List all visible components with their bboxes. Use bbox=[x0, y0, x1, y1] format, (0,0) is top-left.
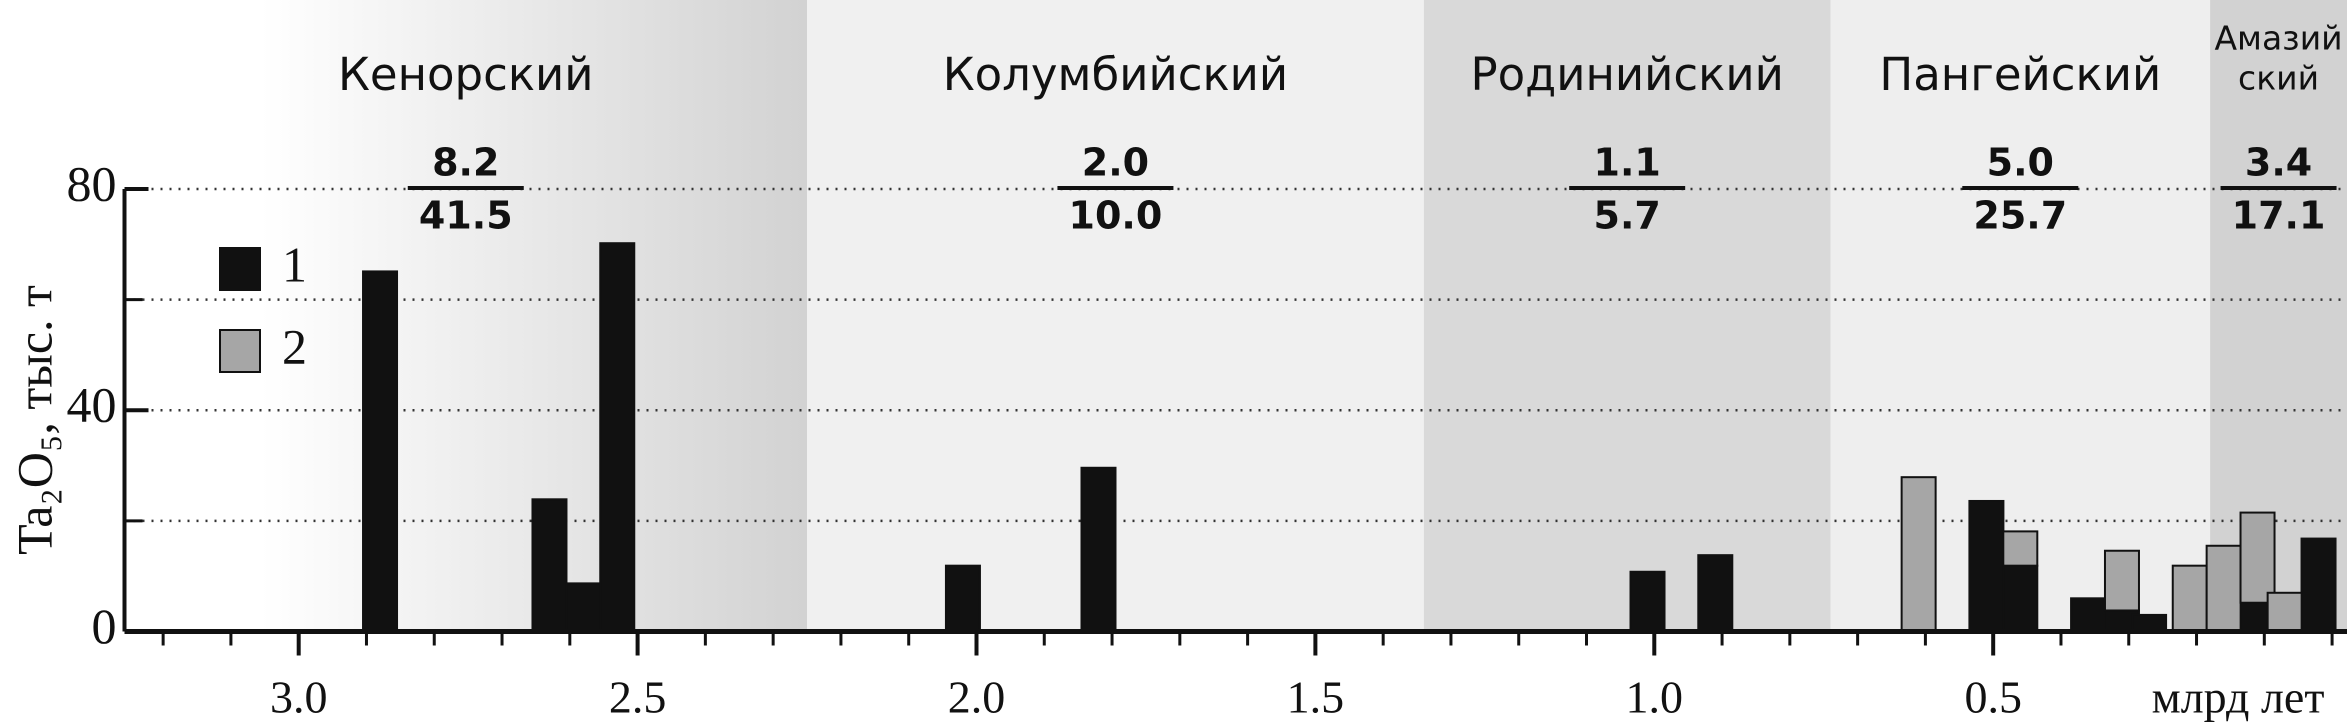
bar bbox=[2002, 564, 2039, 633]
y-axis-label: Ta₂O₅, тыс. т bbox=[6, 285, 62, 555]
bar bbox=[565, 582, 602, 633]
y-tick-label: 80 bbox=[67, 155, 117, 211]
x-tick-label: 1.5 bbox=[1287, 672, 1345, 723]
bar bbox=[2239, 511, 2276, 604]
bar bbox=[1697, 554, 1734, 633]
axes: 0 40 80 3.0 2.5 2.0 1.5 1.0 0.5 bbox=[67, 155, 2347, 723]
x-tick-label: 2.5 bbox=[609, 672, 667, 723]
period-denominator: 10.0 bbox=[1069, 194, 1163, 238]
bars bbox=[362, 242, 2337, 633]
period-numerator: 5.0 bbox=[1987, 141, 2054, 185]
period-numerator: 3.4 bbox=[2245, 141, 2312, 185]
bar bbox=[1080, 466, 1117, 633]
period-name: Пангейский bbox=[1879, 48, 2161, 101]
x-axis-label: млрд лет bbox=[2152, 672, 2325, 723]
legend-label: 1 bbox=[282, 236, 307, 292]
x-tick-label: 1.0 bbox=[1626, 672, 1684, 723]
labels: Кенорский 8.2 41.5 Колумбийский 2.0 10.0 Родин… bbox=[219, 19, 2343, 374]
x-tick-label: 3.0 bbox=[270, 672, 328, 723]
bar bbox=[1968, 499, 2005, 633]
period-name: Родинийский bbox=[1470, 48, 1783, 101]
y-tick-label: 40 bbox=[67, 377, 117, 433]
bar bbox=[362, 270, 399, 633]
bar bbox=[2070, 597, 2107, 633]
period-numerator: 1.1 bbox=[1594, 141, 1661, 185]
period-bands bbox=[124, 0, 2347, 632]
period-denominator: 25.7 bbox=[1973, 194, 2067, 238]
legend-swatch bbox=[219, 329, 261, 373]
period-numerator: 2.0 bbox=[1082, 141, 1149, 185]
x-tick-label: 0.5 bbox=[1964, 672, 2022, 723]
period-denominator: 5.7 bbox=[1594, 194, 1661, 238]
x-tick-label: 2.0 bbox=[948, 672, 1006, 723]
period-name: Кенорский bbox=[338, 48, 594, 101]
bar bbox=[531, 498, 568, 633]
period-name: Амазий bbox=[2214, 19, 2342, 58]
bar bbox=[2171, 564, 2208, 633]
period-band bbox=[1830, 0, 2211, 632]
bar bbox=[599, 242, 636, 633]
bar bbox=[1900, 476, 1937, 633]
period-name: ский bbox=[2238, 59, 2319, 98]
period-numerator: 8.2 bbox=[432, 141, 499, 185]
period-denominator: 17.1 bbox=[2232, 194, 2326, 238]
legend-label: 2 bbox=[282, 318, 307, 374]
bar bbox=[944, 564, 981, 633]
bar bbox=[2002, 530, 2039, 567]
legend-swatch bbox=[219, 247, 261, 291]
period-band bbox=[1423, 0, 1831, 632]
bar bbox=[2266, 591, 2303, 633]
period-band bbox=[2210, 0, 2347, 632]
period-name: Колумбийский bbox=[943, 48, 1288, 101]
y-tick-label: 0 bbox=[92, 598, 117, 654]
bar bbox=[2300, 537, 2337, 633]
bar bbox=[2103, 549, 2140, 612]
period-denominator: 41.5 bbox=[419, 194, 513, 238]
bar bbox=[1629, 570, 1666, 633]
bar bbox=[2205, 544, 2242, 633]
period-band bbox=[124, 0, 808, 632]
